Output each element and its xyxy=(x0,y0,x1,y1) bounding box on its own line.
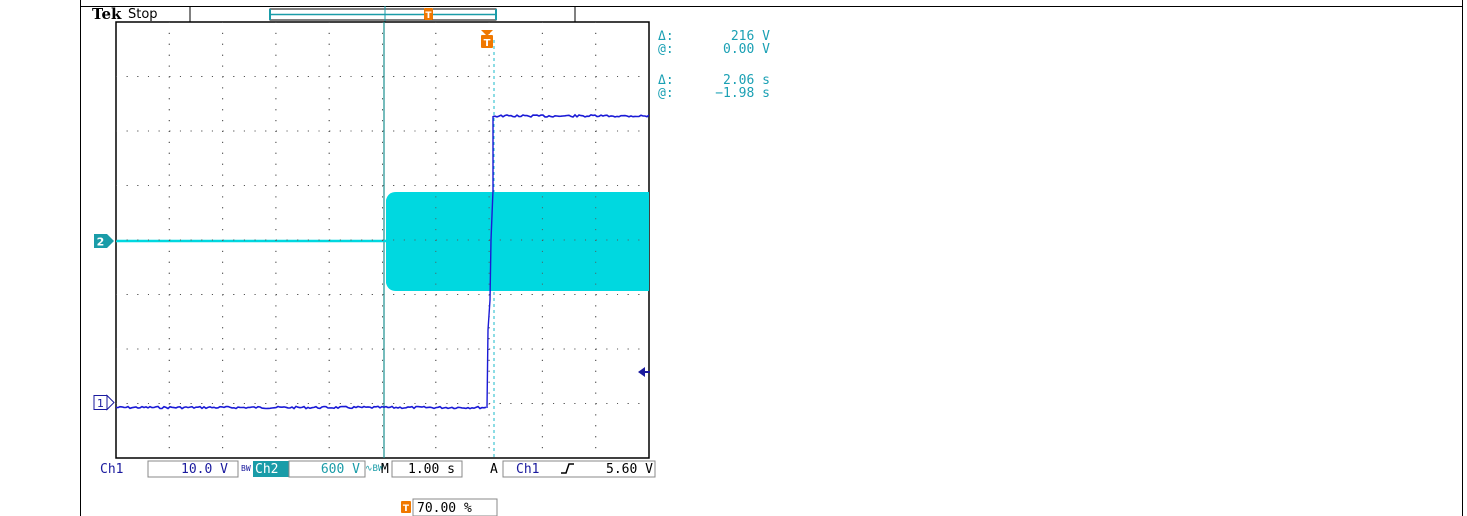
ch2-ground-marker[interactable]: 2 xyxy=(94,234,114,249)
bw-limit-1: BW xyxy=(241,464,251,473)
bottom-status-bar: Ch1 10.0 V BW Ch2 600 V ∿BW M 1.00 s A C… xyxy=(100,460,656,478)
svg-text:T: T xyxy=(403,504,410,514)
trigger-level: 5.60 V xyxy=(606,462,653,477)
svg-text:1: 1 xyxy=(97,397,104,410)
ch2-trace xyxy=(116,192,649,291)
trigger-position-icon: T xyxy=(481,30,493,49)
ch2-label-badge[interactable] xyxy=(253,461,289,477)
brand-logo: Tek xyxy=(92,5,122,23)
trigger-position-value: 70.00 % xyxy=(417,501,472,516)
cursor-readout: Δ: 216 V @: 0.00 V Δ: 2.06 s @: −1.98 s xyxy=(658,29,770,101)
acquisition-status: Stop xyxy=(128,7,158,22)
ch2-scale-box[interactable] xyxy=(288,460,366,478)
svg-text:T: T xyxy=(484,38,491,49)
at-t-symbol: @: xyxy=(658,86,674,101)
trigger-source: Ch1 xyxy=(516,462,539,477)
trigger-box[interactable] xyxy=(502,460,656,478)
at-v-symbol: @: xyxy=(658,42,674,57)
ch1-scale: 10.0 V xyxy=(181,462,228,477)
ch2-scale: 600 V xyxy=(321,462,360,477)
top-border xyxy=(80,6,1463,7)
trigger-level-arrow-icon xyxy=(638,367,650,377)
graticule-grid-overlay xyxy=(116,22,649,458)
trigger-t-icon xyxy=(401,501,411,513)
svg-text:2: 2 xyxy=(97,236,105,249)
ch2-label: Ch2 xyxy=(255,462,278,477)
timebase-box[interactable] xyxy=(391,460,463,478)
record-position-bar[interactable]: T xyxy=(269,6,497,22)
record-trigger-marker-icon: T xyxy=(424,8,433,21)
trigger-position-readout: T 70.00 % xyxy=(401,498,498,516)
delta-v-value: 216 V xyxy=(731,29,770,44)
right-border xyxy=(1462,0,1463,516)
ch1-scale-box[interactable] xyxy=(147,460,239,478)
ch1-ground-marker[interactable]: 1 xyxy=(93,394,115,411)
trigger-label: A xyxy=(490,462,498,477)
delta-t-symbol: Δ: xyxy=(658,73,674,88)
left-border xyxy=(80,0,81,516)
delta-t-value: 2.06 s xyxy=(723,73,770,88)
timebase-value: 1.00 s xyxy=(408,462,455,477)
at-v-value: 0.00 V xyxy=(723,42,770,57)
ac-coupling-bw-2: ∿BW xyxy=(365,464,384,474)
timebase-label: M xyxy=(381,462,389,477)
ch1-label: Ch1 xyxy=(100,462,123,477)
delta-v-symbol: Δ: xyxy=(658,29,674,44)
at-t-value: −1.98 s xyxy=(715,86,770,101)
ch1-trace xyxy=(116,113,649,410)
svg-text:T: T xyxy=(425,11,432,21)
rising-edge-icon xyxy=(561,463,574,474)
